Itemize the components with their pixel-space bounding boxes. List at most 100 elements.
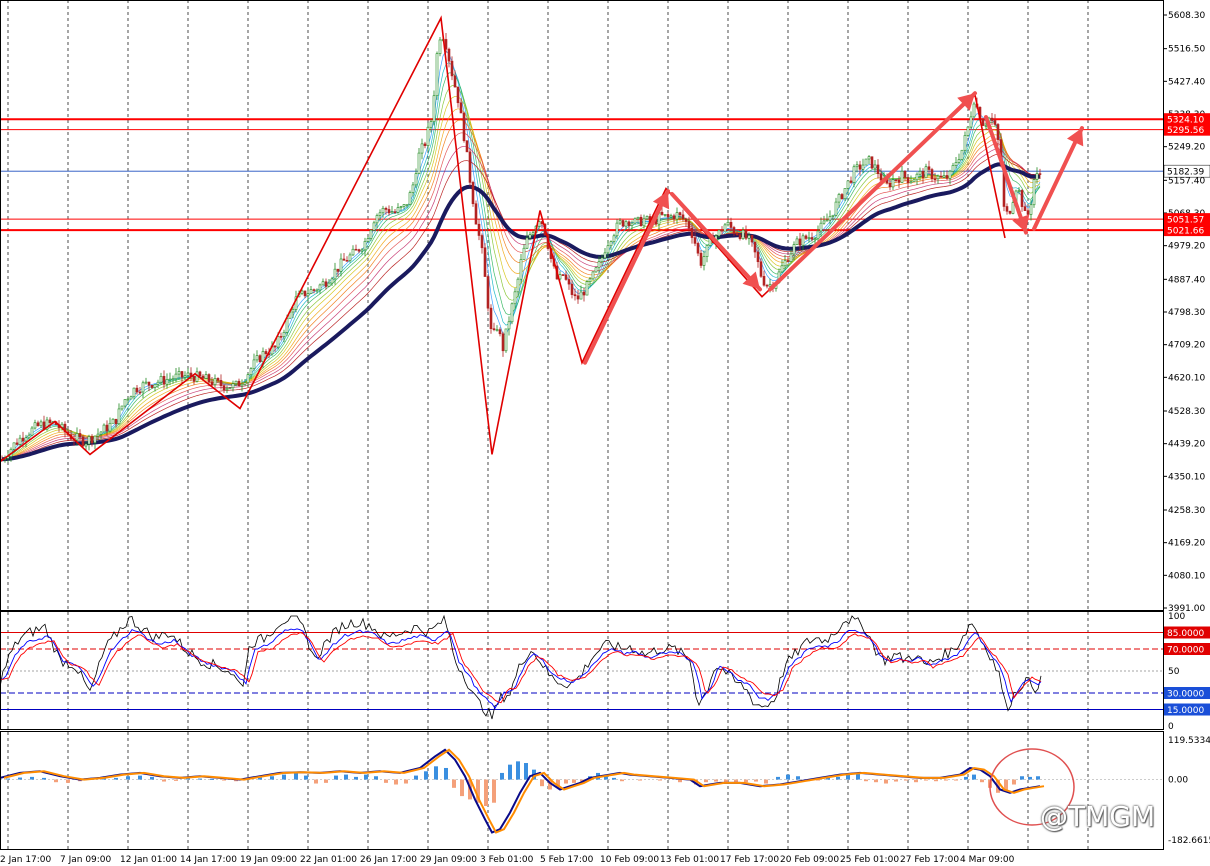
candle-body [345, 260, 349, 262]
macd-hist-bar [1036, 776, 1040, 780]
level-tag [1164, 224, 1210, 237]
level-label: 5324.10 [1167, 116, 1204, 126]
macd-panel-frame [0, 731, 1164, 850]
candle-body [378, 212, 382, 216]
candle-body [420, 143, 424, 154]
macd-hist-bar [404, 779, 408, 784]
macd-hist-bar [18, 777, 22, 780]
candle-body [699, 252, 703, 266]
candle-body [921, 171, 925, 179]
candle-body [483, 247, 487, 277]
candle-body [825, 219, 829, 222]
candle-body [363, 241, 367, 251]
candle-body [135, 387, 139, 393]
candle-body [123, 399, 127, 407]
candle-body [141, 382, 145, 393]
time-tick-label: 7 Jan 09:00 [60, 855, 112, 865]
candle-body [330, 278, 334, 284]
candle-body [219, 380, 223, 387]
level-tag [1164, 123, 1210, 136]
candle-body [951, 165, 955, 172]
candle-body [996, 124, 1000, 140]
trend-arrow-head [742, 271, 760, 290]
candle-body [1026, 210, 1030, 215]
macd-hist-bar [572, 779, 576, 783]
candle-body [354, 248, 358, 251]
macd-hist-bar [162, 779, 166, 782]
candle-body [333, 268, 337, 280]
macd-hist-bar [816, 779, 820, 781]
stochastic-panel [0, 614, 1163, 720]
candle-body [906, 177, 910, 184]
stoch-tick-label: 0 [1168, 722, 1174, 732]
candle-body [102, 424, 106, 433]
candle-body [438, 39, 442, 55]
stoch-level-label: 85.0000 [1167, 629, 1204, 639]
moving-average-ribbon [1, 50, 1041, 462]
candle-body [852, 166, 856, 183]
ema-line [1, 145, 1040, 460]
candle-body [801, 235, 805, 246]
candle-body [462, 112, 466, 141]
candle-body [846, 180, 850, 189]
macd-hist-bar [6, 778, 10, 780]
candle-body [120, 405, 124, 410]
candle-body [957, 159, 961, 163]
stoch-level-label: 30.0000 [1167, 690, 1204, 700]
level-label: 5295.56 [1167, 126, 1204, 136]
candle-body [417, 152, 421, 174]
candle-body [528, 234, 532, 239]
candle-body [357, 249, 361, 252]
candle-body [888, 182, 892, 188]
candle-body [981, 119, 985, 126]
candle-body [570, 283, 574, 295]
candle-body [489, 307, 493, 329]
candle-body [501, 333, 505, 352]
candle-body [618, 220, 622, 224]
macd-hist-bar [914, 779, 918, 783]
macd-hist-bar [444, 767, 448, 780]
candle-body [498, 329, 502, 335]
macd-hist-bar [222, 779, 226, 781]
zigzag-line [0, 15, 1006, 463]
price-tick-label: 5608.30 [1168, 11, 1205, 21]
candle-body [627, 221, 631, 226]
candle-body [315, 289, 319, 292]
candle-body [900, 170, 904, 183]
candle-body [576, 295, 580, 300]
ema-line [1, 72, 1041, 460]
macd-hist-bar [1020, 776, 1024, 780]
candle-body [384, 207, 388, 210]
macd-tick-label: 119.5334 [1168, 736, 1210, 746]
candle-body [312, 289, 316, 291]
candle-body [198, 371, 202, 377]
macd-hist-bar [934, 779, 938, 782]
macd-panel [0, 748, 1163, 834]
candle-body [702, 256, 706, 266]
candle-body [279, 336, 283, 338]
macd-hist-bar [210, 778, 214, 780]
candle-body [831, 214, 835, 217]
macd-hist-bar [884, 779, 888, 784]
candle-body [450, 60, 454, 77]
macd-hist-bar [344, 774, 348, 780]
candle-body [12, 442, 16, 450]
level-label: 5051.57 [1167, 216, 1204, 226]
candle-body [210, 381, 214, 386]
macd-hist-bar [174, 779, 178, 781]
candle-body [786, 260, 790, 262]
candle-body [588, 278, 592, 282]
macd-hist-bar [126, 776, 130, 780]
candle-body [585, 281, 589, 296]
candle-body [201, 375, 205, 379]
trend-arrow-shaft [670, 192, 762, 292]
candle-body [99, 431, 103, 435]
stoch-level-tag [1164, 643, 1210, 655]
macd-hist-bar [484, 779, 488, 807]
candle-body [873, 164, 877, 169]
candle-body [249, 368, 253, 375]
candle-body [192, 376, 196, 382]
ema-line [1, 85, 1041, 460]
candle-body [159, 376, 163, 383]
